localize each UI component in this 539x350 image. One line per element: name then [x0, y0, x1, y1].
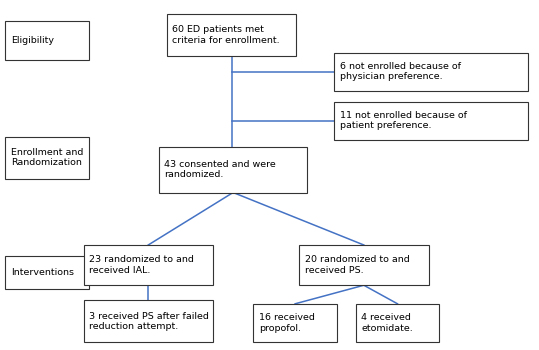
FancyBboxPatch shape — [5, 136, 89, 178]
Text: 4 received
etomidate.: 4 received etomidate. — [361, 313, 413, 333]
Text: 60 ED patients met
criteria for enrollment.: 60 ED patients met criteria for enrollme… — [172, 25, 280, 45]
Text: 23 randomized to and
received IAL.: 23 randomized to and received IAL. — [89, 256, 194, 275]
FancyBboxPatch shape — [167, 14, 296, 56]
FancyBboxPatch shape — [253, 304, 337, 342]
FancyBboxPatch shape — [334, 102, 528, 140]
Text: 3 received PS after failed
reduction attempt.: 3 received PS after failed reduction att… — [89, 312, 209, 331]
Text: 16 received
propofol.: 16 received propofol. — [259, 313, 315, 333]
FancyBboxPatch shape — [299, 245, 429, 285]
FancyBboxPatch shape — [5, 21, 89, 60]
Text: 43 consented and were
randomized.: 43 consented and were randomized. — [164, 160, 276, 180]
FancyBboxPatch shape — [334, 52, 528, 91]
FancyBboxPatch shape — [5, 256, 89, 289]
Text: 11 not enrolled because of
patient preference.: 11 not enrolled because of patient prefe… — [340, 111, 467, 131]
Text: Interventions: Interventions — [11, 268, 74, 276]
FancyBboxPatch shape — [84, 245, 213, 285]
Text: 6 not enrolled because of
physician preference.: 6 not enrolled because of physician pref… — [340, 62, 460, 82]
Text: Eligibility: Eligibility — [11, 36, 54, 45]
FancyBboxPatch shape — [84, 300, 213, 342]
FancyBboxPatch shape — [356, 304, 439, 342]
Text: Enrollment and
Randomization: Enrollment and Randomization — [11, 148, 83, 167]
Text: 20 randomized to and
received PS.: 20 randomized to and received PS. — [305, 256, 409, 275]
FancyBboxPatch shape — [159, 147, 307, 193]
